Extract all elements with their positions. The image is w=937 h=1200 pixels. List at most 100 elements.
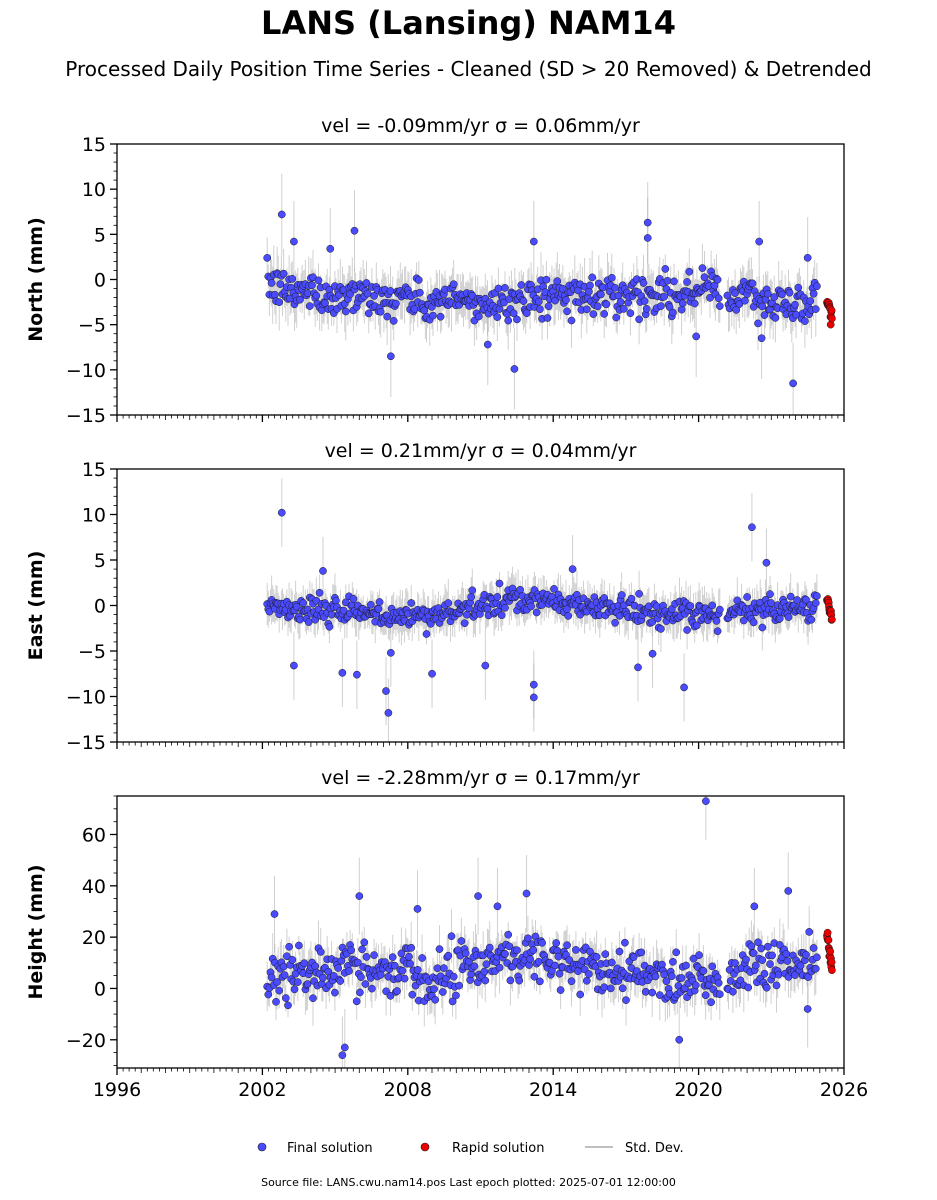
final-point: [739, 616, 748, 625]
final-point: [713, 627, 722, 636]
final-point: [602, 300, 611, 309]
final-point: [447, 932, 456, 941]
final-point: [693, 621, 701, 630]
rapid-point: [824, 936, 833, 944]
final-point: [592, 953, 601, 961]
final-point: [362, 953, 371, 961]
final-point: [712, 617, 721, 625]
final-point: [686, 602, 695, 610]
final-point: [556, 986, 565, 994]
final-point: [517, 281, 526, 289]
final-point: [796, 961, 805, 970]
final-point: [418, 954, 426, 962]
final-point: [281, 994, 290, 1002]
final-point: [295, 941, 303, 950]
final-point: [804, 973, 812, 981]
final-outlier-point: [803, 1005, 812, 1013]
final-point: [370, 951, 378, 959]
final-point: [341, 307, 350, 316]
panel-title: vel = -0.09mm/yr σ = 0.06mm/yr: [321, 115, 640, 137]
final-point: [386, 991, 395, 1000]
final-point: [296, 295, 304, 304]
final-point: [648, 988, 657, 997]
y-tick-label: 5: [94, 224, 106, 246]
final-point: [267, 973, 276, 982]
final-point: [408, 990, 417, 999]
final-point: [388, 953, 397, 961]
final-point: [536, 305, 544, 314]
final-point: [414, 276, 423, 284]
rapid-point: [823, 928, 832, 937]
final-point: [347, 946, 356, 955]
x-tick-label: 2020: [674, 1079, 722, 1101]
final-point: [332, 596, 340, 605]
legend: Final solution Rapid solution Std. Dev.: [257, 1141, 684, 1156]
final-outlier-point: [338, 1051, 347, 1060]
final-point: [760, 969, 769, 978]
final-point: [552, 939, 561, 947]
final-point: [290, 985, 299, 994]
final-point: [715, 302, 724, 310]
y-tick-label: −10: [66, 687, 106, 709]
final-point: [519, 297, 528, 305]
plot-panel-3: 1996 2002 2008 2014 2020 2026 −20 0 20 40 60 Height…: [25, 767, 868, 1101]
final-point: [786, 592, 795, 601]
final-point: [276, 280, 285, 288]
final-outlier-point: [762, 558, 771, 567]
final-point: [308, 281, 316, 290]
final-outlier-point: [277, 210, 286, 219]
final-point: [285, 942, 293, 951]
stddev-bars: [266, 796, 818, 1068]
y-axis: [110, 143, 117, 416]
final-point: [811, 305, 820, 313]
final-point: [683, 278, 691, 286]
final-point: [629, 953, 638, 961]
final-point: [299, 599, 308, 607]
y-tick-label: −20: [66, 1030, 106, 1052]
final-point: [495, 579, 504, 588]
final-point: [805, 928, 814, 936]
y-tick-label: −15: [66, 405, 106, 427]
final-point: [410, 305, 419, 313]
plot-data-3: [263, 796, 836, 1068]
final-point: [353, 958, 362, 967]
final-point: [522, 309, 531, 318]
final-point: [611, 284, 619, 292]
final-point: [275, 986, 284, 995]
final-point: [564, 612, 573, 620]
final-point: [366, 600, 375, 609]
chart-main-subtitle: Processed Daily Position Time Series - C…: [65, 57, 872, 81]
final-point: [563, 941, 571, 950]
final-point: [619, 305, 628, 313]
final-point: [358, 945, 366, 954]
final-outlier-point: [270, 910, 279, 918]
final-point: [364, 309, 373, 318]
final-point: [279, 962, 288, 971]
final-point: [791, 971, 799, 979]
panel-title: vel = 0.21mm/yr σ = 0.04mm/yr: [325, 440, 637, 462]
final-point: [747, 942, 756, 951]
final-outlier-point: [290, 661, 298, 670]
final-point: [329, 972, 338, 980]
final-point: [356, 988, 364, 997]
final-point: [296, 615, 304, 624]
final-point: [655, 991, 664, 999]
final-outlier-point: [529, 237, 538, 246]
final-point: [263, 254, 272, 262]
final-point: [593, 302, 602, 311]
final-point: [305, 302, 314, 310]
y-tick-label: 5: [94, 550, 106, 572]
rapid-point: [828, 615, 836, 624]
final-point: [576, 990, 585, 999]
final-point: [493, 593, 502, 601]
y-tick-label: 10: [82, 179, 106, 201]
final-outlier-point: [326, 244, 335, 253]
final-outlier-point: [382, 687, 390, 695]
x-tick-label: 2026: [820, 1079, 868, 1101]
final-outlier-point: [350, 226, 359, 235]
legend-rapid-marker: [420, 1142, 430, 1152]
final-point: [536, 977, 544, 986]
x-tick-label: 2002: [238, 1079, 286, 1101]
final-point: [413, 965, 422, 974]
final-point: [501, 603, 509, 612]
